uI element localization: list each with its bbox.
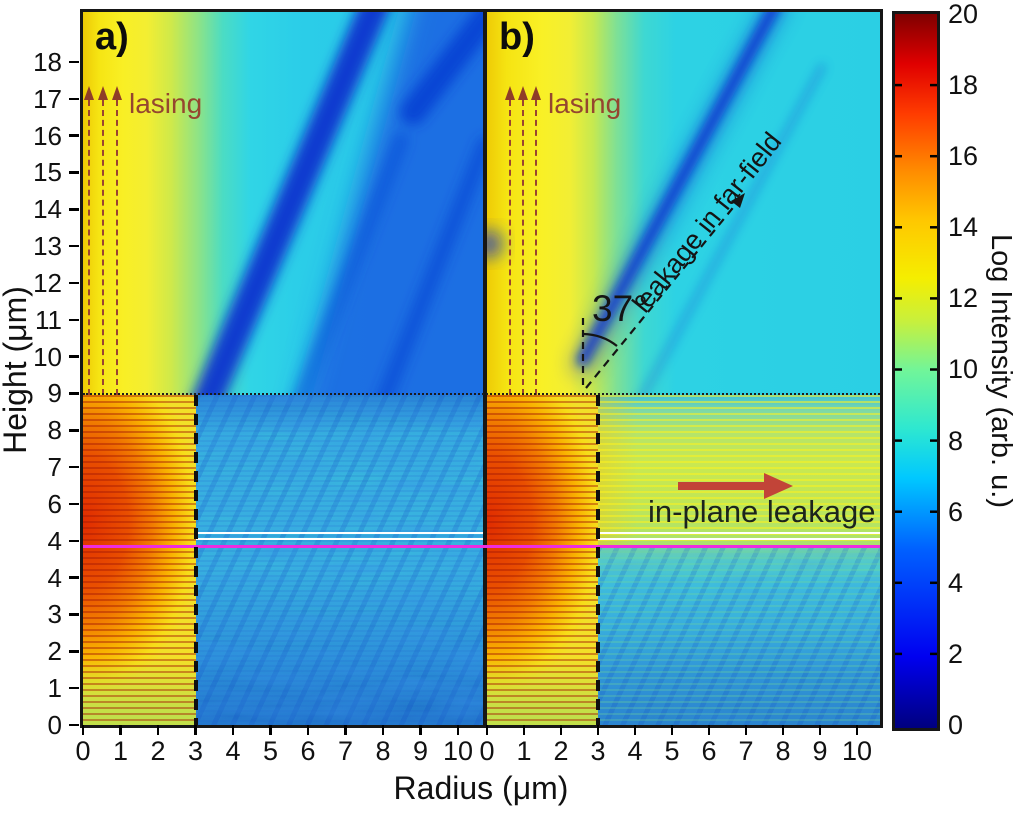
panel-b-pillar-heatmap	[487, 395, 598, 725]
x-tick-label: 5	[253, 725, 289, 765]
x-tick-label: 7	[728, 725, 764, 765]
cavity-white-line	[196, 532, 483, 534]
x-tick-label: 2	[140, 725, 176, 765]
panel-a-outer-heatmap	[196, 395, 483, 725]
x-tick-label: 8	[765, 725, 801, 765]
panel-b-speckle-noise	[598, 545, 880, 725]
y-tick-label: 18	[22, 49, 79, 75]
x-tick-label: 7	[328, 725, 364, 765]
x-tick-label: 0	[469, 725, 505, 765]
y-tick-label: 13	[22, 233, 79, 259]
pillar-edge-dashed-line-a	[194, 395, 198, 725]
y-tick-label: 1	[22, 675, 79, 701]
x-axis-tick-labels-a: 0 1 2 3 4 5 6 7 8 9 10	[65, 725, 476, 765]
y-tick-label: 14	[22, 196, 79, 222]
colorbar-tick-label: 12	[948, 283, 979, 314]
x-tick-label: 10	[440, 725, 476, 765]
colorbar-tick-label: 2	[948, 638, 964, 669]
panel-a-label: a)	[95, 16, 129, 58]
colorbar-title: Log Intensity (arb. u.)	[985, 233, 1017, 509]
panel-b-outer-heatmap	[598, 395, 880, 725]
panel-a-speckle-noise	[196, 395, 483, 725]
lasing-arrowhead	[505, 86, 515, 100]
y-tick-label: 0	[22, 712, 79, 738]
colorbar-tick-label: 20	[948, 0, 979, 29]
panel-a-air-heatmap	[83, 12, 483, 395]
y-axis-tick-labels: 18 17 16 15 14 13 12 11 10 9 8 7 6 4 4 3 2 1 0	[22, 49, 79, 738]
x-tick-label: 8	[365, 725, 401, 765]
colorbar-tick-label: 4	[948, 567, 964, 598]
colorbar-tick-marks	[895, 83, 937, 656]
y-tick-label: 4	[22, 528, 79, 554]
x-tick-label: 10	[839, 725, 875, 765]
panel-b: b) lasing	[484, 9, 883, 728]
x-tick-label: 0	[65, 725, 101, 765]
lasing-arrowhead	[84, 86, 94, 100]
x-axis-tick-labels-b: 0 1 2 3 4 5 6 7 8 9 10	[469, 725, 875, 765]
colorbar-tick-labels: 20 18 16 14 12 10 8 6 4 2 0	[948, 0, 978, 740]
lasing-arrowhead	[531, 86, 541, 100]
panel-a: a) lasing	[80, 9, 486, 728]
y-tick-label: 2	[22, 638, 79, 664]
cavity-white-line	[196, 538, 483, 540]
colorbar-tick-label: 0	[948, 709, 964, 740]
x-tick-label: 1	[506, 725, 542, 765]
y-tick-label: 16	[22, 123, 79, 149]
lasing-dashed-arrow	[522, 100, 524, 395]
colorbar-tick-label: 18	[948, 70, 979, 101]
y-tick-label: 17	[22, 86, 79, 112]
lasing-arrowhead	[112, 86, 122, 100]
y-tick-label: 11	[22, 307, 79, 333]
x-tick-label: 9	[802, 725, 838, 765]
panel-b-farfield-streaks	[487, 12, 826, 395]
lasing-dashed-arrow	[88, 100, 90, 395]
y-tick-label: 15	[22, 159, 79, 185]
panel-b-label: b)	[499, 16, 535, 58]
cavity-white-line	[598, 532, 880, 534]
panel-a-farfield-streaks	[193, 12, 483, 395]
y-tick-label: 7	[22, 454, 79, 480]
panel-b-air-heatmap	[487, 12, 880, 395]
x-tick-label: 3	[580, 725, 616, 765]
lasing-label: lasing	[129, 88, 203, 119]
inplane-leakage-label: in-plane leakage	[648, 494, 876, 529]
colorbar-tick-label: 16	[948, 141, 979, 172]
x-tick-label: 9	[403, 725, 439, 765]
panel-a-pillar-heatmap	[83, 395, 196, 725]
x-tick-label: 6	[290, 725, 326, 765]
cavity-magenta-line	[83, 545, 880, 548]
colorbar	[892, 11, 940, 731]
y-tick-label: 8	[22, 417, 79, 443]
lasing-dashed-arrow	[509, 100, 511, 395]
x-tick-label: 1	[103, 725, 139, 765]
colorbar-tick-label: 10	[948, 354, 979, 385]
lasing-arrowhead	[518, 86, 528, 100]
colorbar-tick-label: 8	[948, 425, 964, 456]
cavity-white-line	[598, 538, 880, 540]
y-tick-label: 12	[22, 270, 79, 296]
y-tick-label: 6	[22, 491, 79, 517]
lasing-dashed-arrow	[535, 100, 537, 395]
panel-b-inplane-leakage-stripes	[598, 395, 880, 545]
x-tick-label: 4	[617, 725, 653, 765]
y-tick-label: 10	[22, 344, 79, 370]
y-tick-label: 4	[22, 565, 79, 591]
y-tick-label: 3	[22, 601, 79, 627]
y-tick-label: 9	[22, 380, 79, 406]
lasing-dashed-arrow	[102, 100, 104, 395]
x-tick-label: 6	[691, 725, 727, 765]
x-tick-label: 5	[654, 725, 690, 765]
x-tick-label: 3	[178, 725, 214, 765]
lasing-label: lasing	[548, 88, 622, 119]
colorbar-tick-label: 6	[948, 496, 964, 527]
pillar-edge-dashed-line-b	[596, 395, 600, 725]
lasing-arrowhead	[98, 86, 108, 100]
x-tick-label: 4	[215, 725, 251, 765]
lasing-dashed-arrow	[116, 100, 118, 395]
x-axis-title: Radius (μm)	[393, 770, 569, 806]
x-tick-label: 2	[543, 725, 579, 765]
colorbar-tick-label: 14	[948, 212, 979, 243]
surface-interface-dotted-line	[83, 393, 880, 395]
